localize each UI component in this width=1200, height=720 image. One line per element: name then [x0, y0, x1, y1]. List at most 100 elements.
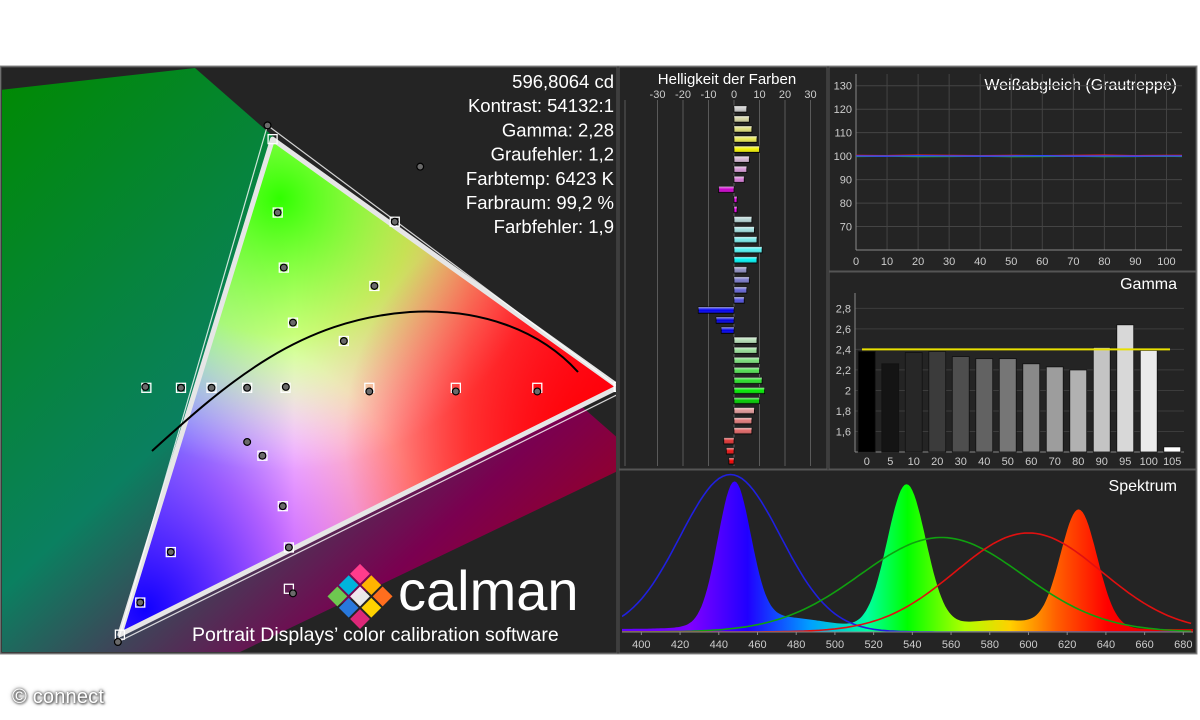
brightness-bar-shade	[716, 317, 734, 324]
measured-marker	[339, 337, 348, 346]
gamma-x-tick: 80	[1072, 456, 1084, 468]
calman-wordmark: calman	[398, 559, 579, 622]
spectrum-x-tick: 480	[787, 639, 805, 651]
measured-marker	[288, 318, 297, 327]
target-marker	[272, 207, 283, 218]
stat-line: Farbfehler: 1,9	[494, 216, 614, 237]
brightness-bar-shade	[734, 105, 747, 113]
gamma-bars	[857, 324, 1182, 453]
brightness-title: Helligkeit der Farben	[658, 71, 796, 88]
whitebalance-lines	[855, 154, 1183, 158]
measured-marker	[278, 502, 287, 511]
measured-marker	[243, 437, 252, 446]
stat-line: Farbtemp: 6423 K	[466, 168, 615, 189]
spectrum-x-tick: 440	[710, 639, 728, 651]
brightness-bar-shade	[734, 236, 757, 243]
whitebalance-panel	[828, 66, 1197, 272]
brightness-bar-shade	[734, 337, 757, 344]
spectrum-curve	[622, 532, 1192, 632]
gamma-y-tick: 2,8	[836, 303, 851, 315]
wb-y-tick: 120	[834, 104, 852, 116]
brightness-bar-shade	[734, 407, 755, 414]
gamma-x-tick: 5	[887, 456, 893, 468]
spectrum-x-tick: 660	[1135, 639, 1153, 651]
gamma-y-tick: 2,2	[836, 365, 851, 377]
gamma-x-tick: 90	[1096, 456, 1108, 468]
wb-x-tick: 50	[1005, 256, 1017, 268]
gamma-x-tick: 70	[1049, 456, 1061, 468]
measured-marker	[243, 383, 252, 392]
gamma-bar	[1022, 363, 1041, 453]
measured-marker	[281, 382, 290, 391]
spectrum-curve	[622, 536, 1192, 632]
brightness-bar-shade	[734, 276, 750, 284]
brightness-bars	[697, 105, 766, 465]
brightness-tick: -30	[650, 89, 666, 101]
gamma-bar	[881, 363, 900, 453]
gamut-chart	[2, 68, 616, 652]
target-marker	[277, 501, 288, 512]
target-marker	[135, 597, 146, 608]
measured-marker	[390, 217, 399, 226]
wb-x-tick: 40	[974, 256, 986, 268]
gamma-bar	[1045, 366, 1064, 453]
stats-block: 596,8064 cd Kontrast: 54132:1 Gamma: 2,28 G…	[466, 71, 615, 237]
brightness-bar-shade	[734, 296, 745, 304]
measured-marker	[113, 637, 122, 646]
spectrum-x-tick: 400	[632, 639, 650, 651]
wb-x-tick: 20	[912, 256, 924, 268]
gamma-y-tick: 2	[845, 385, 851, 397]
whitebalance-chart: Weißabgleich (Grautreppe) 0 10 20 30 40 50 60 7…	[834, 74, 1183, 268]
target-marker	[267, 133, 278, 145]
brightness-bar-shade	[723, 437, 734, 444]
gamma-bar	[1163, 446, 1182, 453]
brightness-bar-shade	[734, 226, 755, 233]
brightness-bar-shade	[734, 246, 763, 253]
measured-marker	[365, 387, 374, 396]
gamut-measured-outline	[116, 124, 616, 644]
wb-y-tick: 90	[840, 175, 852, 187]
brightness-bar-shade	[734, 266, 747, 274]
gamma-bar	[1116, 324, 1135, 453]
brightness-bar-shade	[718, 186, 734, 193]
brightness-bar-shade	[734, 357, 760, 364]
brightness-bar-shade	[734, 146, 760, 153]
gamma-x-tick: 10	[908, 456, 920, 468]
gamma-x-tick: 20	[931, 456, 943, 468]
brightness-tick: 10	[753, 89, 765, 101]
target-marker	[257, 450, 268, 461]
brightness-bar-shade	[726, 447, 734, 455]
target-marker	[389, 216, 400, 227]
stat-line: Kontrast: 54132:1	[468, 95, 614, 116]
gamut-points	[113, 121, 616, 646]
wb-y-tick: 130	[834, 81, 852, 93]
target-marker	[338, 335, 350, 347]
gamma-x-tick: 100	[1140, 456, 1158, 468]
brightness-bar-shade	[734, 377, 763, 384]
brightness-bar-shade	[734, 427, 752, 434]
spectrum-x-tick: 620	[1058, 639, 1076, 651]
wb-x-tick: 30	[943, 256, 955, 268]
target-marker	[175, 382, 187, 393]
measured-marker	[284, 543, 293, 552]
gamma-x-tick: 60	[1025, 456, 1037, 468]
spectrum-x-tick: 500	[826, 639, 844, 651]
gamma-x-tick: 30	[955, 456, 967, 468]
planckian-locus	[151, 310, 579, 452]
spectrum-x-tick: 680	[1174, 639, 1192, 651]
gamma-x-tick: 50	[1002, 456, 1014, 468]
brightness-bar-shade	[734, 286, 747, 294]
stat-line: Farbraum: 99,2 %	[466, 192, 614, 213]
wb-x-tick: 70	[1067, 256, 1079, 268]
target-marker	[283, 583, 295, 594]
measured-marker	[176, 383, 185, 392]
spectrum-x-tick: 460	[748, 639, 766, 651]
gamut-target-outline	[117, 136, 616, 638]
brightness-bar-shade	[734, 367, 760, 374]
watermark: © connect	[12, 686, 105, 708]
spectrum-x-tick: 640	[1097, 639, 1115, 651]
measured-marker	[141, 382, 150, 391]
brightness-bar-shade	[734, 136, 757, 143]
measured-marker	[263, 121, 272, 130]
